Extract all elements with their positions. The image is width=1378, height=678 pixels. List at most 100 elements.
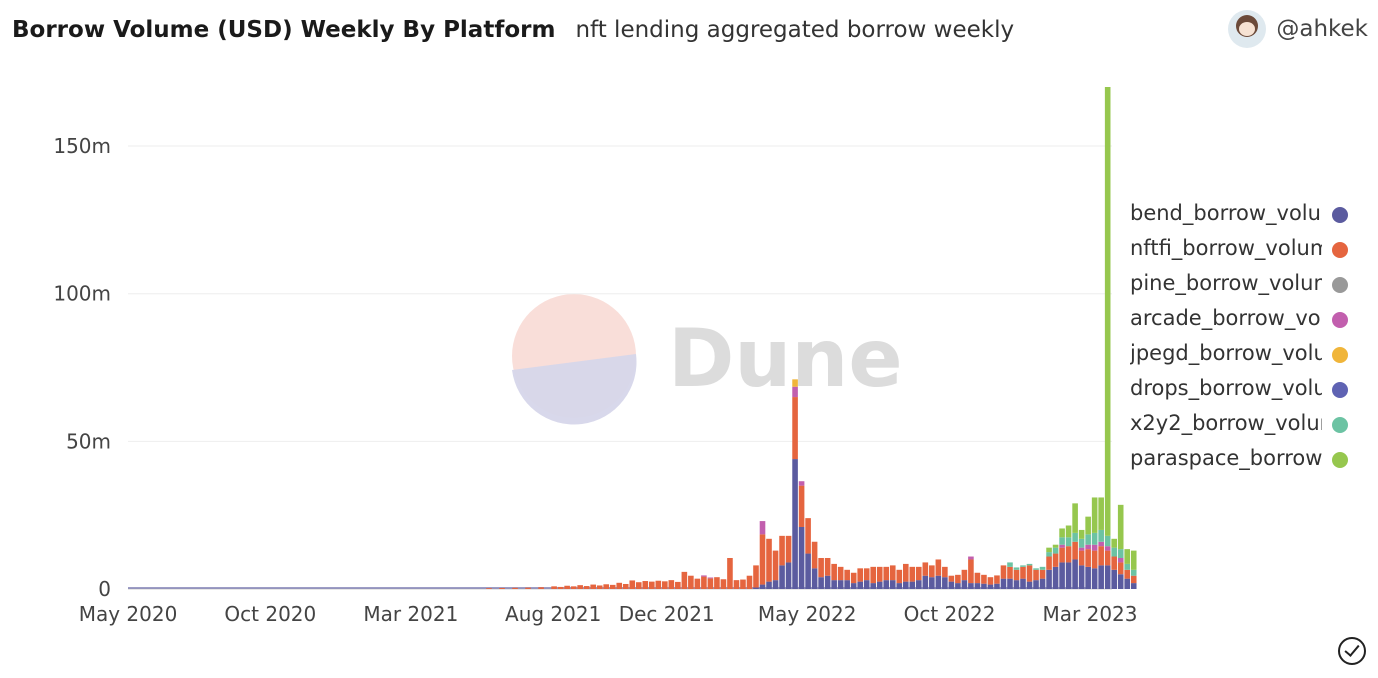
author-badge[interactable]: @ahkek [1228, 10, 1368, 48]
bar-segment-nftfi-borrow-volume [942, 566, 948, 578]
chart-header: Borrow Volume (USD) Weekly By Platform n… [12, 12, 1014, 48]
legend-item[interactable]: bend_borrow_volume [1130, 198, 1350, 233]
bar-segment-bend-borrow-volume [857, 581, 863, 589]
legend-swatch [1332, 417, 1348, 433]
bar-segment-nftfi-borrow-volume [1104, 550, 1111, 566]
bar-stack [538, 587, 544, 589]
bar-segment-nftfi-borrow-volume [889, 565, 896, 581]
bar-segment-bend-borrow-volume [896, 583, 903, 589]
bar-segment-paraspace-borrow-volume [1111, 538, 1117, 548]
bar-stack [981, 574, 987, 589]
bar-segment-nftfi-borrow-volume [512, 587, 518, 589]
legend-swatch [1332, 207, 1348, 223]
y-tick-label: 150m [53, 134, 111, 158]
bar-segment-bend-borrow-volume [805, 553, 811, 589]
bar-stack [1111, 538, 1117, 589]
bar-segment-nftfi-borrow-volume [727, 557, 733, 589]
bar-segment-nftfi-borrow-volume [1000, 565, 1007, 579]
bar-segment-bend-borrow-volume [831, 580, 837, 589]
bar-segment-nftfi-borrow-volume [902, 563, 909, 582]
bar-segment-nftfi-borrow-volume [948, 575, 955, 582]
legend-item[interactable]: x2y2_borrow_volume [1130, 408, 1350, 443]
bar-segment-bend-borrow-volume [837, 580, 844, 589]
bar-segment-x2y2-borrow-volume [1072, 532, 1078, 542]
bar-segment-bend-borrow-volume [818, 577, 824, 589]
bar-stack [1065, 525, 1072, 589]
bar-stack [1013, 567, 1020, 589]
bar-stack [596, 585, 603, 589]
legend-item[interactable]: pine_borrow_volume [1130, 268, 1350, 303]
bar-segment-nftfi-borrow-volume [525, 587, 531, 589]
bar-segment-nftfi-borrow-volume [863, 568, 870, 581]
bar-stack [570, 586, 577, 589]
bar-stack [1117, 504, 1124, 589]
bar-stack [609, 584, 616, 589]
legend-label: nftfi_borrow_volume [1130, 236, 1322, 260]
bar-segment-nftfi-borrow-volume [805, 518, 811, 554]
bar-segment-nftfi-borrow-volume [1039, 569, 1046, 579]
bar-stack [642, 581, 649, 589]
bar-segment-bend-borrow-volume [1104, 565, 1111, 589]
author-username[interactable]: @ahkek [1276, 16, 1368, 42]
bar-segment-bend-borrow-volume [981, 583, 987, 589]
bar-segment-nftfi-borrow-volume [538, 587, 544, 589]
legend-swatch [1332, 277, 1348, 293]
bar-segment-nftfi-borrow-volume [694, 578, 701, 589]
bar-stack [1078, 529, 1085, 589]
bar-segment-nftfi-borrow-volume [1059, 547, 1065, 563]
bar-segment-nftfi-borrow-volume [1026, 565, 1033, 582]
legend-item[interactable]: paraspace_borrow_volume [1130, 443, 1350, 478]
bar-stack [1098, 497, 1104, 589]
bar-stack [935, 559, 942, 589]
bar-stack [701, 575, 707, 589]
bar-stack [968, 556, 974, 589]
bar-segment-arcade-borrow-volume [759, 521, 766, 535]
bar-stack [707, 577, 714, 589]
legend-item[interactable]: arcade_borrow_volume [1130, 303, 1350, 338]
legend-item[interactable]: drops_borrow_volume [1130, 373, 1350, 408]
bar-stack [929, 565, 935, 589]
bar-segment-nftfi-borrow-volume [837, 566, 844, 581]
avatar[interactable] [1228, 10, 1267, 48]
bar-segment-nftfi-borrow-volume [818, 557, 824, 578]
bar-stack [616, 582, 623, 589]
bar-stack [779, 535, 785, 589]
bar-segment-nftfi-borrow-volume [714, 577, 720, 589]
bar-segment-bend-borrow-volume [1026, 581, 1033, 589]
bar-segment-bend-borrow-volume [1052, 566, 1059, 589]
bar-segment-x2y2-borrow-volume [1078, 538, 1085, 548]
bar-stack [1091, 497, 1098, 589]
bar-segment-nftfi-borrow-volume [635, 582, 642, 589]
legend-item[interactable]: nftfi_borrow_volume [1130, 233, 1350, 268]
bar-segment-nftfi-borrow-volume [857, 568, 863, 582]
bar-stack [1033, 568, 1039, 589]
bar-segment-nftfi-borrow-volume [824, 557, 831, 576]
bar-segment-bend-borrow-volume [1130, 583, 1137, 589]
bar-segment-nftfi-borrow-volume [1117, 562, 1124, 575]
bar-segment-nftfi-borrow-volume [1072, 541, 1078, 560]
check-circle-icon[interactable] [1338, 637, 1366, 665]
x-tick-label: Aug 2021 [505, 602, 601, 626]
bar-segment-nftfi-borrow-volume [642, 581, 649, 589]
bar-segment-arcade-borrow-volume [1091, 544, 1098, 551]
bar-stack [955, 574, 961, 589]
bar-stack [792, 379, 798, 589]
bar-segment-bend-borrow-volume [1039, 578, 1046, 589]
bar-segment-paraspace-borrow-volume [1065, 525, 1072, 538]
bar-stack [740, 579, 746, 589]
legend-item[interactable]: jpegd_borrow_volume [1130, 338, 1350, 373]
bar-segment-nftfi-borrow-volume [675, 581, 681, 589]
bar-segment-x2y2-borrow-volume [1065, 537, 1072, 547]
bar-segment-nftfi-borrow-volume [629, 580, 636, 589]
bar-segment-paraspace-borrow-volume [1117, 504, 1124, 550]
bar-segment-nftfi-borrow-volume [583, 586, 590, 589]
bar-segment-bend-borrow-volume [785, 562, 792, 589]
bar-stack [1072, 503, 1078, 589]
bar-stack [583, 586, 590, 589]
bar-segment-arcade-borrow-volume [968, 556, 974, 560]
bar-segment-x2y2-borrow-volume [1124, 563, 1131, 570]
bar-segment-nftfi-borrow-volume [590, 584, 596, 589]
bar-stack [785, 535, 792, 589]
bar-segment-nftfi-borrow-volume [1098, 546, 1104, 566]
